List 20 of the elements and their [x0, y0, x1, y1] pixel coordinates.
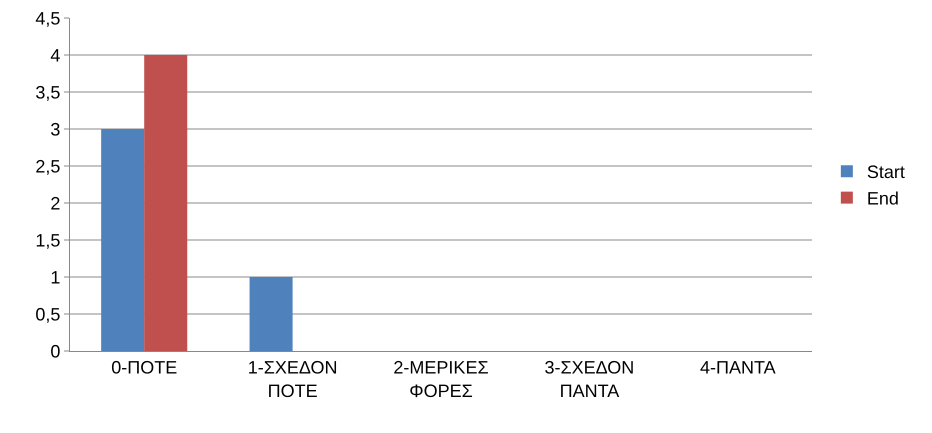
y-tick-label: 4	[50, 45, 60, 66]
legend-label: Start	[866, 162, 905, 182]
y-tick-label: 0,5	[35, 304, 60, 324]
bar	[101, 129, 144, 351]
x-tick-label: 3-ΣΧΕΔΟΝ ΠΑΝΤΑ	[544, 358, 634, 401]
y-tick-label: 0	[50, 341, 60, 362]
y-tick-label: 3,5	[35, 82, 60, 102]
y-tick-label: 2	[50, 193, 60, 214]
x-tick-label: 2-ΜΕΡΙΚΕΣ ΦΟΡΕΣ	[393, 358, 489, 401]
y-tick-label: 4,5	[35, 8, 60, 28]
x-tick-label: 4-ΠΑΝΤΑ	[700, 358, 776, 378]
x-tick-label: 1-ΣΧΕΔΟΝ ΠΟΤΕ	[248, 358, 338, 401]
y-tick-label: 2,5	[35, 156, 60, 176]
bar	[144, 55, 188, 351]
y-tick-label: 3	[50, 119, 60, 140]
y-tick-label: 1	[50, 267, 60, 288]
x-tick-label: 0-ΠΟΤΕ	[111, 358, 178, 378]
y-tick-label: 1,5	[35, 230, 60, 250]
legend-label: End	[866, 188, 899, 209]
bar	[250, 277, 293, 351]
